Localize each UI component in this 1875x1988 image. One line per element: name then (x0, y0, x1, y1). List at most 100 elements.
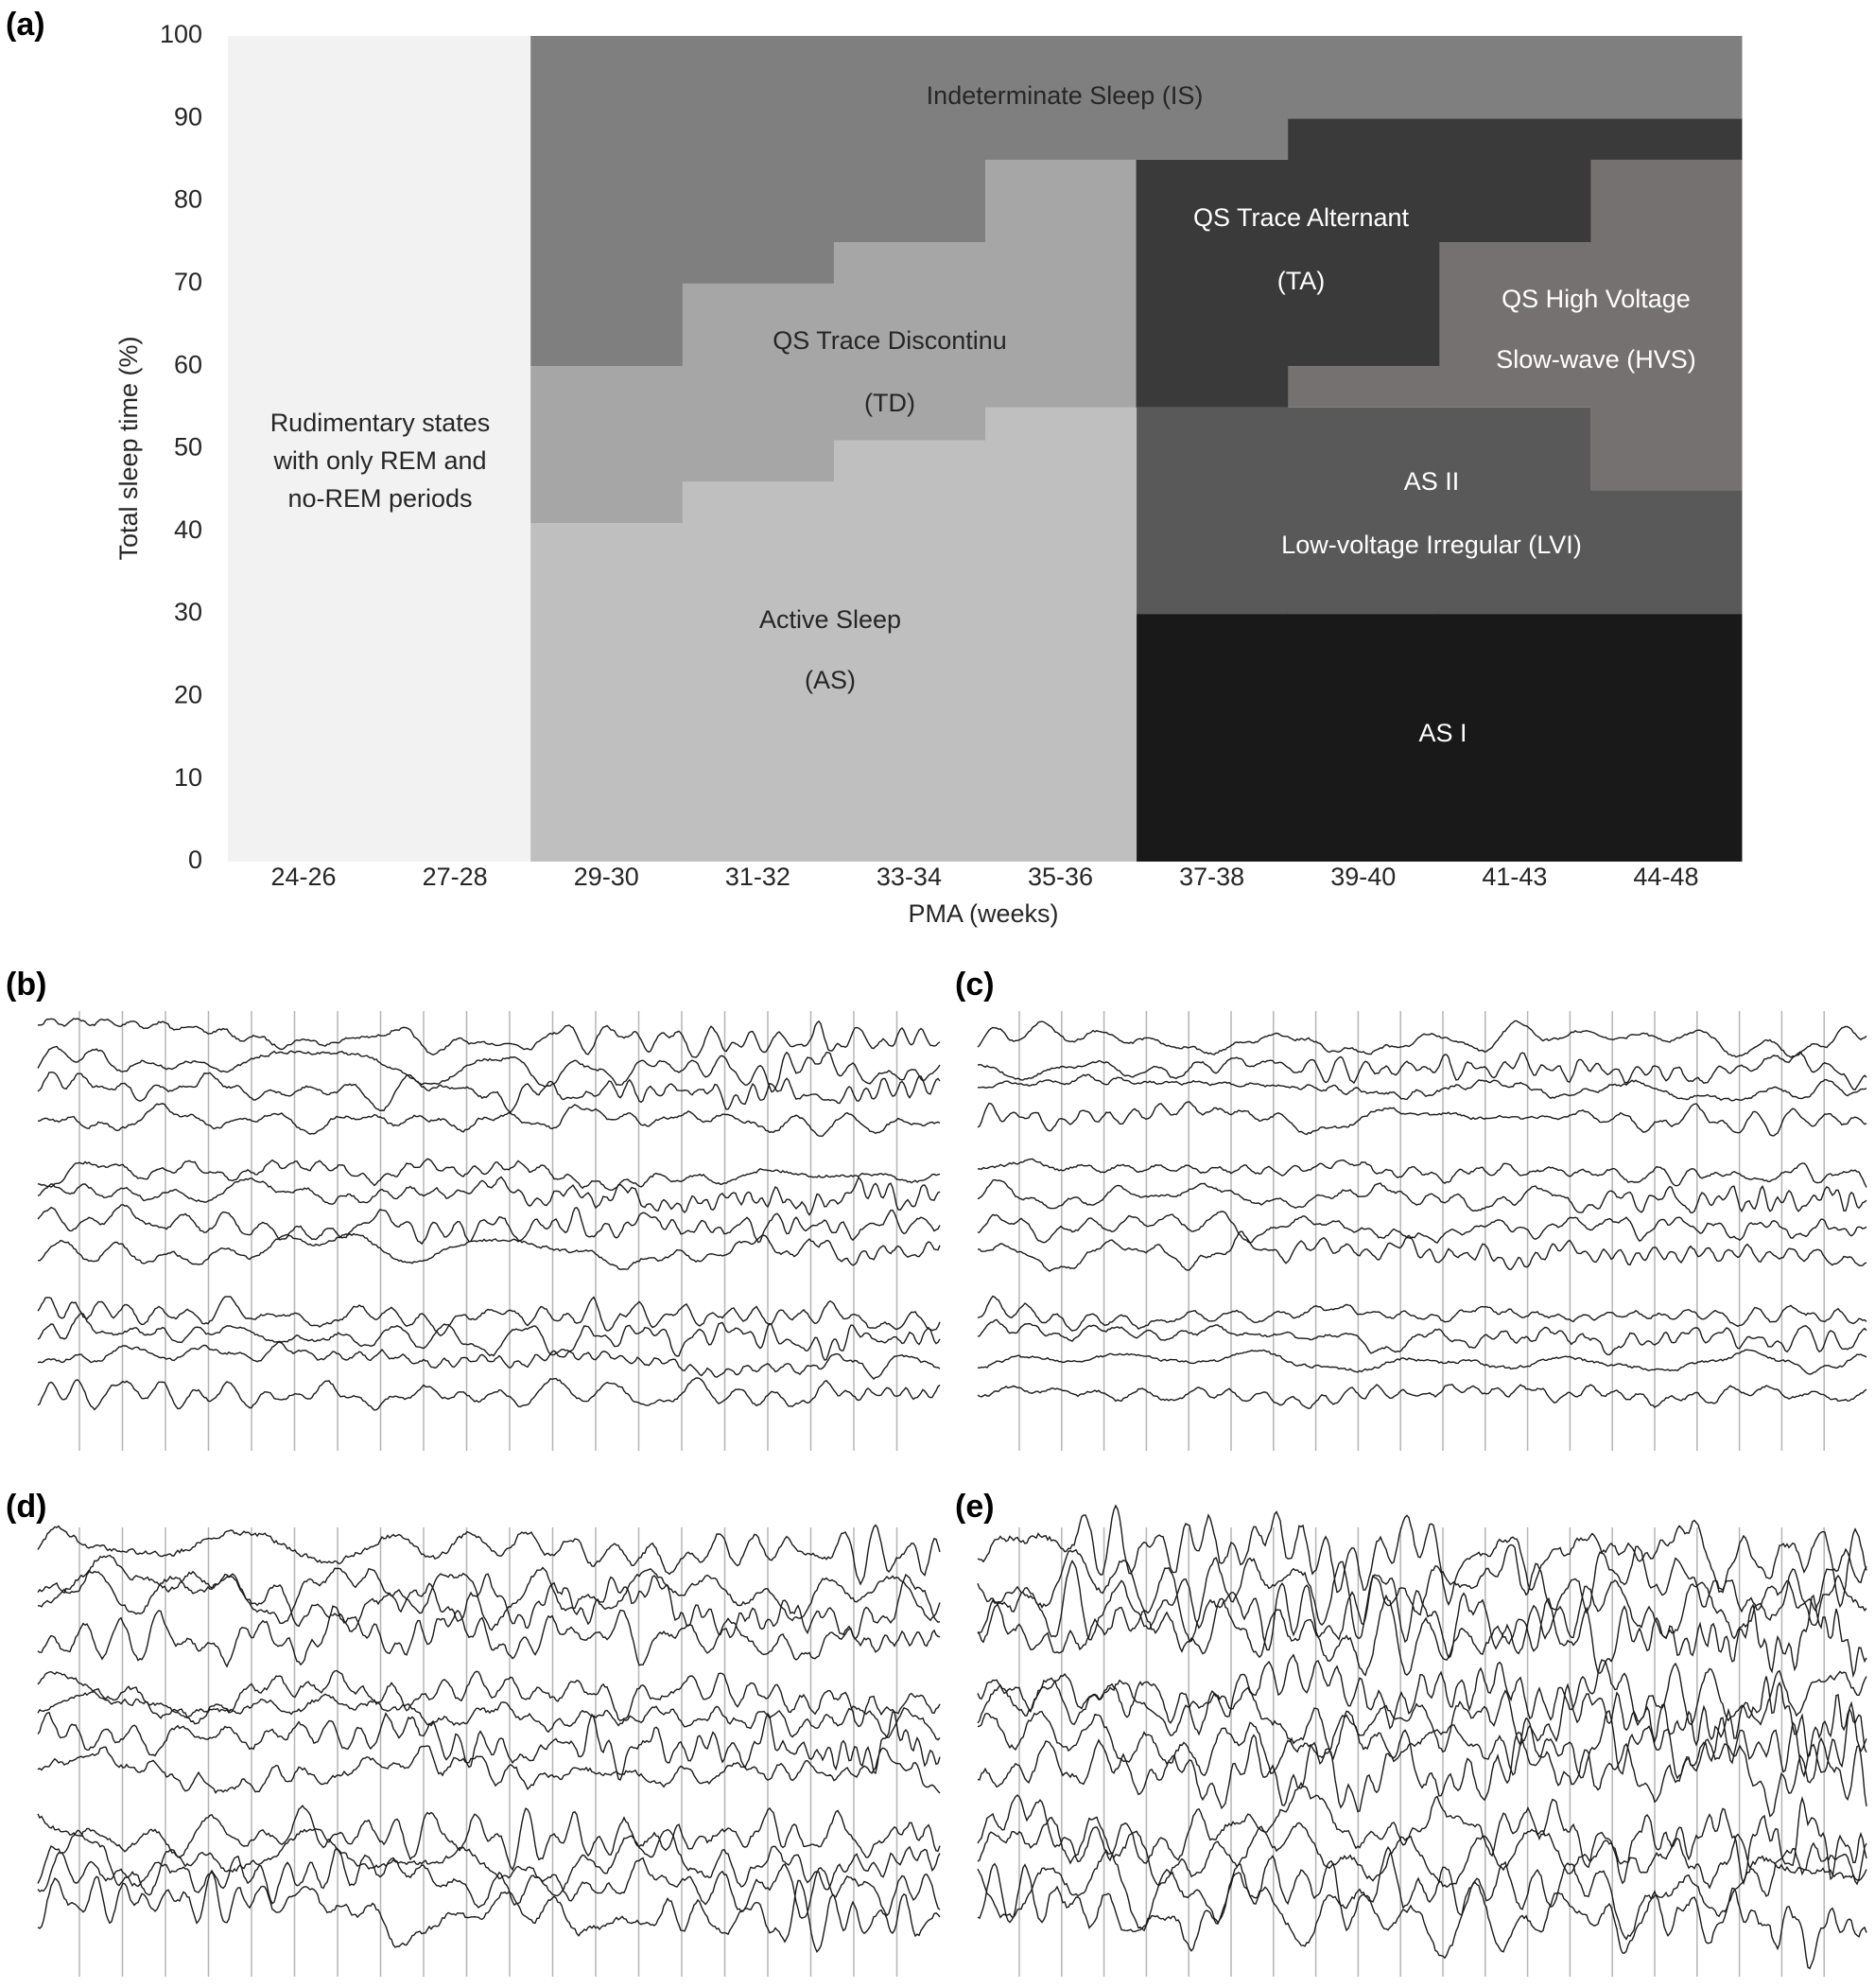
x-tick-label: 44-48 (1633, 863, 1698, 891)
region-label: Rudimentary states (270, 409, 491, 437)
bar-segment (833, 242, 985, 441)
eeg-trace (977, 1211, 1867, 1244)
eeg-trace (37, 1018, 941, 1058)
bar-segment (1438, 36, 1591, 119)
bar-segment (682, 36, 834, 284)
y-tick-label: 60 (174, 350, 202, 378)
eeg-trace (977, 1178, 1867, 1213)
bar-segment (1589, 159, 1743, 491)
eeg-trace (37, 1691, 941, 1741)
bar-segment (833, 36, 985, 243)
x-tick-label: 31-32 (725, 863, 790, 891)
eeg-trace (977, 1051, 1867, 1091)
eeg-trace (37, 1312, 941, 1361)
y-axis-label: Total sleep time (%) (114, 336, 143, 560)
region-label: (TA) (1277, 267, 1325, 295)
eeg-trace (37, 1158, 941, 1192)
panel-label: (e) (955, 1489, 995, 1525)
eeg-trace (37, 1745, 941, 1794)
eeg-panel (37, 1524, 941, 1977)
bar-segment (833, 440, 985, 862)
bar-segment (1287, 36, 1440, 119)
eeg-trace (37, 1072, 941, 1114)
panel-label: (b) (6, 967, 46, 1003)
bar-segment (1136, 159, 1289, 408)
bar-segment (530, 36, 683, 367)
eeg-panel (37, 1011, 941, 1451)
y-tick-label: 100 (160, 20, 202, 48)
bar-segment (682, 283, 834, 482)
eeg-trace (977, 1158, 1867, 1188)
bar-segment (1438, 242, 1591, 408)
eeg-trace (37, 1669, 941, 1728)
eeg-trace (977, 1560, 1867, 1659)
eeg-trace (37, 1341, 941, 1380)
eeg-trace (37, 1569, 941, 1640)
eeg-trace (37, 1827, 941, 1897)
x-tick-label: 24-26 (271, 863, 337, 891)
bar-segment (1589, 490, 1743, 615)
eeg-trace (37, 1204, 941, 1246)
eeg-trace (977, 1594, 1867, 1679)
bar-segment (1589, 614, 1743, 862)
eeg-trace (37, 1296, 941, 1337)
bar-segment (1287, 366, 1440, 408)
bar-segment (984, 36, 1137, 160)
y-tick-label: 20 (174, 681, 202, 709)
eeg-panel (977, 1011, 1867, 1451)
eeg-trace (977, 1846, 1867, 1941)
eeg-trace (977, 1729, 1867, 1818)
y-tick-label: 90 (174, 102, 202, 131)
region-label: AS I (1418, 719, 1467, 747)
eeg-trace (977, 1543, 1867, 1643)
panel-label: (a) (6, 7, 45, 43)
bar-segment (1287, 118, 1440, 367)
bar-segment (682, 481, 834, 862)
region-label: QS Trace Discontinu (773, 326, 1007, 355)
eeg-trace (977, 1349, 1867, 1375)
bar-segment (1438, 118, 1591, 243)
x-tick-label: 29-30 (574, 863, 639, 891)
eeg-trace (977, 1781, 1867, 1886)
eeg-trace (37, 1847, 941, 1919)
eeg-trace (37, 1871, 941, 1954)
x-tick-label: 41-43 (1482, 863, 1547, 891)
eeg-trace (37, 1377, 941, 1411)
bar-segment (1438, 614, 1591, 862)
y-tick-label: 30 (174, 598, 202, 626)
region-label: AS II (1404, 467, 1460, 496)
eeg-trace (37, 1805, 941, 1872)
eeg-trace (37, 1045, 941, 1093)
eeg-trace (37, 1554, 941, 1631)
bar-segment (1438, 407, 1591, 615)
region-label: QS Trace Alternant (1193, 203, 1410, 232)
y-tick-label: 40 (174, 515, 202, 544)
eeg-trace (977, 1504, 1867, 1609)
y-tick-label: 0 (188, 846, 202, 874)
y-tick-label: 50 (174, 433, 202, 462)
x-tick-label: 33-34 (877, 863, 942, 891)
eeg-trace (977, 1862, 1867, 1970)
bar-segment (1136, 36, 1289, 160)
bar-segment (984, 407, 1137, 862)
region-label: Active Sleep (759, 605, 901, 634)
x-tick-label: 39-40 (1330, 863, 1396, 891)
eeg-trace (977, 1816, 1867, 1897)
eeg-trace (37, 1711, 941, 1782)
region-label: with only REM and (272, 446, 486, 475)
region-label: QS High Voltage (1502, 285, 1691, 313)
x-tick-label: 35-36 (1028, 863, 1093, 891)
bar-segment (1287, 407, 1440, 615)
bar-segment (1589, 36, 1743, 119)
bar-segment (984, 159, 1137, 408)
eeg-trace (978, 1073, 1867, 1102)
bar-segment (1287, 614, 1440, 862)
x-axis-label: PMA (weeks) (908, 899, 1058, 928)
eeg-trace (37, 1232, 941, 1271)
panel-label: (c) (955, 967, 995, 1003)
eeg-trace (977, 1020, 1867, 1058)
region-label: no-REM periods (287, 484, 472, 513)
bar-segment (1136, 407, 1289, 615)
bar-segment (379, 36, 531, 862)
